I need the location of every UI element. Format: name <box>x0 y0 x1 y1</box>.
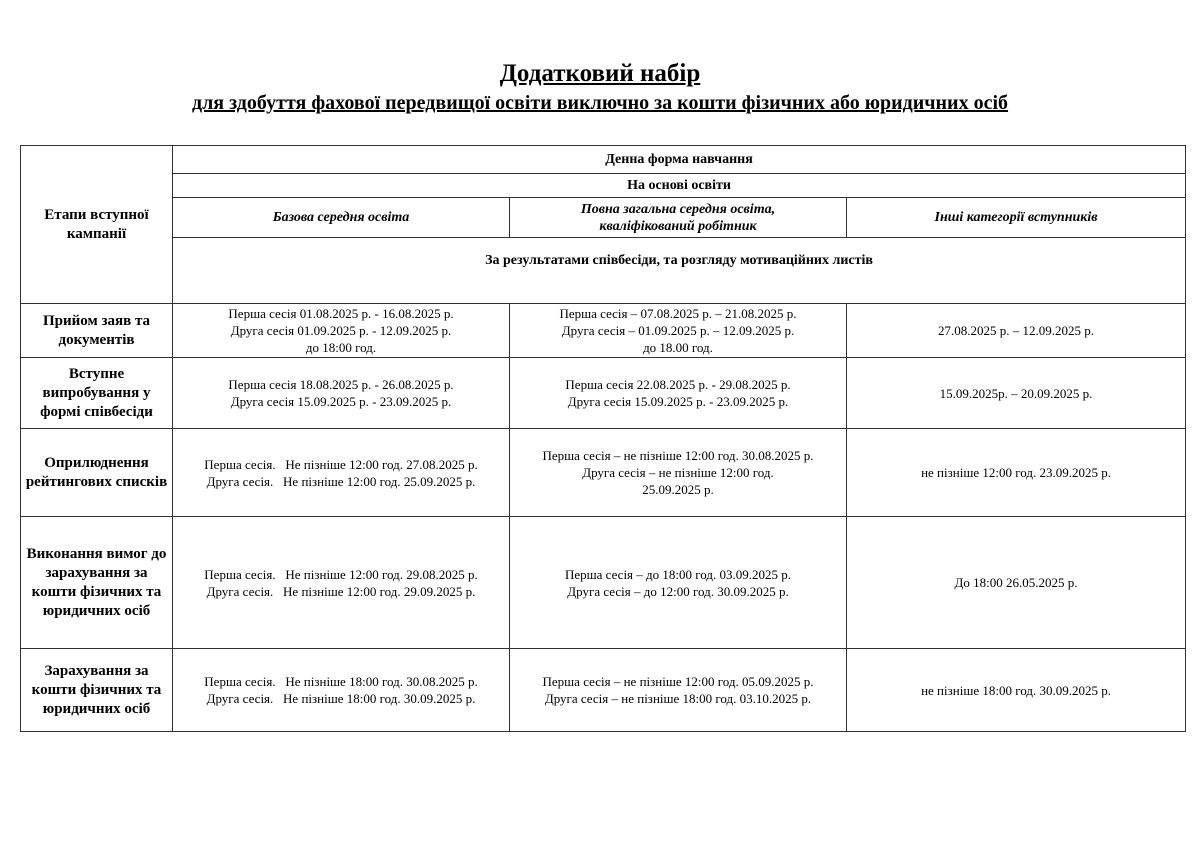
date-line: Перша сесія 01.08.2025 р. - 16.08.2025 р… <box>228 306 454 321</box>
stage-cell: Оприлюднення рейтингових списків <box>20 428 173 517</box>
date-cell: Перша сесія 22.08.2025 р. - 29.08.2025 р… <box>509 357 847 429</box>
date-line: 25.09.2025 р. <box>642 482 714 497</box>
table-row: Оприлюднення рейтингових списків Перша се… <box>20 428 1187 517</box>
admission-schedule-table: Етапи вступної кампанії Денна форма навч… <box>20 145 1187 732</box>
date-line: Перша сесія – до 18:00 год. 03.09.2025 р… <box>564 566 792 582</box>
date-cell: Перша сесія. Не пізніше 12:00 год. 29.08… <box>172 516 510 649</box>
column-header: Повна загальна середня освіта, кваліфіко… <box>509 197 847 238</box>
date-line: не пізніше 18:00 год. 30.09.2025 р. <box>921 682 1111 698</box>
date-line: Друга сесія – 01.09.2025 р. – 12.09.2025… <box>561 323 795 338</box>
date-line: Друга сесія. Не пізніше 12:00 год. 29.09… <box>206 583 476 599</box>
date-line: Друга сесія – не пізніше 12:00 год. <box>582 465 774 480</box>
date-cell: Перша сесія – до 18:00 год. 03.09.2025 р… <box>509 516 847 649</box>
column-header: Базова середня освіта <box>172 197 510 238</box>
date-cell: Перша сесія 01.08.2025 р. - 16.08.2025 р… <box>172 303 510 358</box>
date-line: 27.08.2025 р. – 12.09.2025 р. <box>938 323 1095 338</box>
date-cell: Перша сесія – не пізніше 12:00 год. 05.0… <box>509 648 847 732</box>
date-line: Перша сесія – 07.08.2025 р. – 21.08.2025… <box>559 306 797 321</box>
date-cell: До 18:00 26.05.2025 р. <box>845 516 1187 649</box>
date-line: Перша сесія 22.08.2025 р. - 29.08.2025 р… <box>565 377 791 392</box>
date-line: Друга сесія. Не пізніше 18:00 год. 30.09… <box>206 691 476 706</box>
selection-note: За результатами співбесіди, та розгляду … <box>171 237 1187 304</box>
basis-header: На основі освіти <box>171 173 1187 198</box>
date-line: Перша сесія – не пізніше 12:00 год. 30.0… <box>542 448 814 463</box>
date-cell: не пізніше 18:00 год. 30.09.2025 р. <box>845 648 1187 732</box>
stage-header: Етапи вступної кампанії <box>20 145 173 304</box>
date-cell: Перша сесія – не пізніше 12:00 год. 30.0… <box>509 428 847 517</box>
date-line: Перша сесія 18.08.2025 р. - 26.08.2025 р… <box>228 377 454 392</box>
date-line: 15.09.2025р. – 20.09.2025 р. <box>939 385 1093 401</box>
date-line: до 18.00 год. <box>643 340 713 355</box>
date-line: Друга сесія – до 12:00 год. 30.09.2025 р… <box>567 583 789 599</box>
date-line: Друга сесія – не пізніше 18:00 год. 03.1… <box>544 691 812 706</box>
date-line: до 18:00 год. <box>305 340 377 355</box>
date-line: Друга сесія. Не пізніше 12:00 год. 25.09… <box>206 473 476 489</box>
document-subtitle: для здобуття фахової передвищої освіти в… <box>191 92 1009 114</box>
date-line: не пізніше 12:00 год. 23.09.2025 р. <box>921 465 1111 480</box>
form-header: Денна форма навчання <box>171 145 1187 174</box>
date-cell: 27.08.2025 р. – 12.09.2025 р. <box>845 303 1187 358</box>
date-line: Перша сесія. Не пізніше 18:00 год. 30.08… <box>204 674 478 689</box>
date-line: Друга сесія 15.09.2025 р. - 23.09.2025 р… <box>567 394 789 409</box>
date-line: Друга сесія 15.09.2025 р. - 23.09.2025 р… <box>230 394 452 409</box>
date-line: Перша сесія. Не пізніше 12:00 год. 27.08… <box>204 456 478 472</box>
date-cell: Перша сесія. Не пізніше 12:00 год. 27.08… <box>172 428 510 517</box>
date-cell: Перша сесія 18.08.2025 р. - 26.08.2025 р… <box>172 357 510 429</box>
date-cell: Перша сесія – 07.08.2025 р. – 21.08.2025… <box>509 303 847 358</box>
table-row: Вступне випробування у формі співбесіди П… <box>20 357 1187 429</box>
date-line: До 18:00 26.05.2025 р. <box>954 575 1078 590</box>
date-cell: не пізніше 12:00 год. 23.09.2025 р. <box>845 428 1187 517</box>
stage-cell: Вступне випробування у формі співбесіди <box>20 357 173 429</box>
stage-cell: Прийом заяв та документів <box>20 303 173 358</box>
table-row: Прийом заяв та документів Перша сесія 01.… <box>20 303 1187 358</box>
stage-cell: Виконання вимог до зарахування за кошти … <box>20 516 173 649</box>
date-line: Перша сесія. Не пізніше 12:00 год. 29.08… <box>204 566 478 582</box>
date-line: Друга сесія 01.09.2025 р. - 12.09.2025 р… <box>230 323 452 338</box>
column-header: Інші категорії вступників <box>845 197 1187 238</box>
date-cell: Перша сесія. Не пізніше 18:00 год. 30.08… <box>172 648 510 732</box>
table-row: Зарахування за кошти фізичних та юридичн… <box>20 648 1187 732</box>
document-title: Додатковий набір <box>499 60 701 87</box>
table-row: Виконання вимог до зарахування за кошти … <box>20 516 1187 649</box>
date-cell: 15.09.2025р. – 20.09.2025 р. <box>845 357 1187 429</box>
date-line: Перша сесія – не пізніше 12:00 год. 05.0… <box>542 674 814 689</box>
stage-cell: Зарахування за кошти фізичних та юридичн… <box>20 648 173 732</box>
